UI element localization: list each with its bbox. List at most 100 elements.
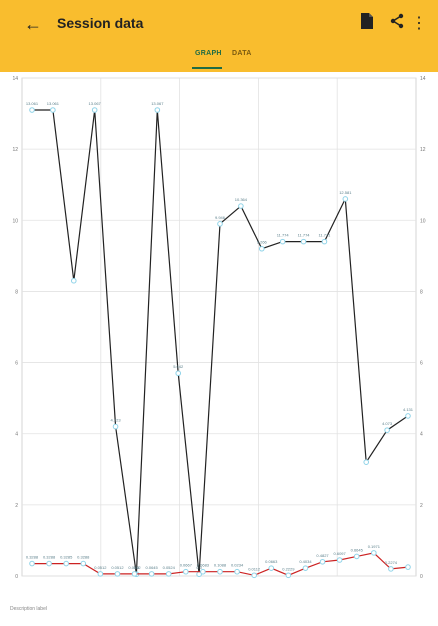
y-tick-label-right: 2 — [420, 503, 423, 509]
data-point — [388, 566, 394, 572]
data-point — [319, 558, 326, 565]
data-point — [70, 277, 77, 284]
data-label: 0.1971 — [368, 544, 381, 549]
data-point — [302, 565, 309, 571]
data-point — [342, 196, 349, 202]
y-tick-label-right: 14 — [420, 76, 426, 82]
y-tick-label-right: 12 — [420, 147, 426, 153]
y-tick-label-right: 8 — [420, 289, 423, 295]
data-label: 0.4034 — [299, 559, 312, 564]
more-vert-icon[interactable]: ⋮ — [411, 15, 427, 32]
data-label: 0.2274 — [385, 560, 398, 565]
tab-graph[interactable]: GRAPH — [195, 50, 222, 57]
data-point — [371, 550, 377, 556]
data-label: 0.0663 — [265, 559, 278, 564]
data-point — [336, 557, 343, 563]
data-point — [258, 245, 265, 252]
data-point — [363, 459, 370, 465]
data-label: 0.0512 — [111, 565, 124, 570]
data-point — [200, 568, 206, 575]
data-label: 12.581 — [339, 190, 352, 195]
data-point — [234, 568, 240, 575]
data-label: 0.0683 — [197, 563, 210, 568]
data-point — [154, 107, 161, 113]
data-label: 0.0 — [134, 565, 140, 570]
data-point — [165, 571, 172, 577]
data-point — [46, 560, 52, 567]
data-point — [50, 107, 56, 113]
y-tick-label-left: 0 — [15, 574, 18, 580]
data-point — [217, 221, 223, 227]
data-label: 0.6097 — [334, 551, 347, 556]
data-point — [148, 571, 155, 577]
data-label: 4.131 — [403, 407, 414, 412]
data-label: 10.364 — [235, 197, 248, 202]
page-title: Session data — [57, 15, 144, 31]
data-label: 0.3288 — [26, 555, 39, 560]
data-label: 13.061 — [47, 101, 60, 106]
data-point — [321, 238, 328, 245]
y-tick-label-left: 8 — [15, 289, 18, 295]
data-point — [131, 571, 138, 577]
app-bar: ← Session data ⋮ GRAPH DATA — [0, 0, 438, 72]
data-point — [300, 238, 307, 245]
y-tick-label-right: 10 — [420, 218, 426, 224]
data-point — [114, 571, 121, 577]
data-label: 0.1088 — [214, 563, 227, 568]
data-label: 11.774 — [298, 233, 311, 238]
y-tick-label-right: 4 — [420, 432, 423, 438]
y-tick-label-right: 6 — [420, 361, 423, 367]
data-label: 13.061 — [26, 101, 39, 106]
data-point — [91, 107, 98, 113]
data-point — [29, 107, 35, 113]
data-label: 11.774 — [277, 233, 290, 238]
data-label: 0.3285 — [60, 555, 73, 560]
footer-caption: Description label — [10, 606, 47, 612]
data-label: 0.0667 — [180, 563, 193, 568]
data-label: 0.0502 — [128, 565, 141, 570]
data-label: 0.0524 — [163, 565, 176, 570]
data-point — [268, 565, 275, 571]
data-label: 0.0645 — [146, 565, 159, 570]
session-chart: 0 0 2 2 4 4 6 6 8 8 10 10 12 12 14 14 13.061 13.061 13.067… — [12, 76, 426, 580]
data-point — [405, 413, 411, 419]
data-point — [353, 553, 360, 560]
data-label: 4.123 — [111, 418, 122, 423]
data-point — [97, 571, 104, 577]
data-point — [80, 560, 87, 567]
data-label: 9.266 — [257, 240, 268, 245]
data-point — [279, 238, 286, 245]
toolbar: ← Session data ⋮ — [0, 0, 438, 48]
y-tick-label-left: 2 — [15, 503, 18, 509]
data-label: 0.0 — [196, 565, 202, 570]
y-tick-label-left: 4 — [15, 432, 18, 438]
data-label: 0.0512 — [94, 565, 107, 570]
data-point — [29, 560, 35, 567]
data-point — [238, 203, 244, 209]
share-icon[interactable] — [386, 13, 408, 35]
data-label: 0.0234 — [231, 563, 244, 568]
data-point — [384, 427, 390, 433]
data-point — [175, 370, 182, 377]
data-point — [183, 568, 189, 575]
data-point — [251, 572, 257, 579]
data-point — [63, 560, 69, 567]
data-point — [217, 568, 223, 575]
plot-frame — [21, 77, 417, 577]
back-icon[interactable]: ← — [24, 14, 42, 34]
file-icon[interactable] — [356, 13, 378, 35]
data-label: 0.2229 — [282, 566, 295, 571]
y-tick-label-left: 6 — [15, 361, 18, 367]
tab-indicator — [192, 67, 222, 69]
data-label: 0.0112 — [248, 566, 261, 571]
data-label: 0.4827 — [316, 553, 329, 558]
data-label: 0.3288 — [77, 555, 90, 560]
data-point — [405, 564, 411, 570]
tab-data[interactable]: DATA — [232, 50, 252, 57]
y-tick-label-right: 0 — [420, 574, 423, 580]
y-tick-label-left: 14 — [12, 76, 18, 82]
data-point — [285, 572, 292, 579]
data-label: 9.946 — [215, 215, 226, 220]
data-label: 5.642 — [173, 364, 184, 369]
data-label: 13.067 — [89, 101, 102, 106]
